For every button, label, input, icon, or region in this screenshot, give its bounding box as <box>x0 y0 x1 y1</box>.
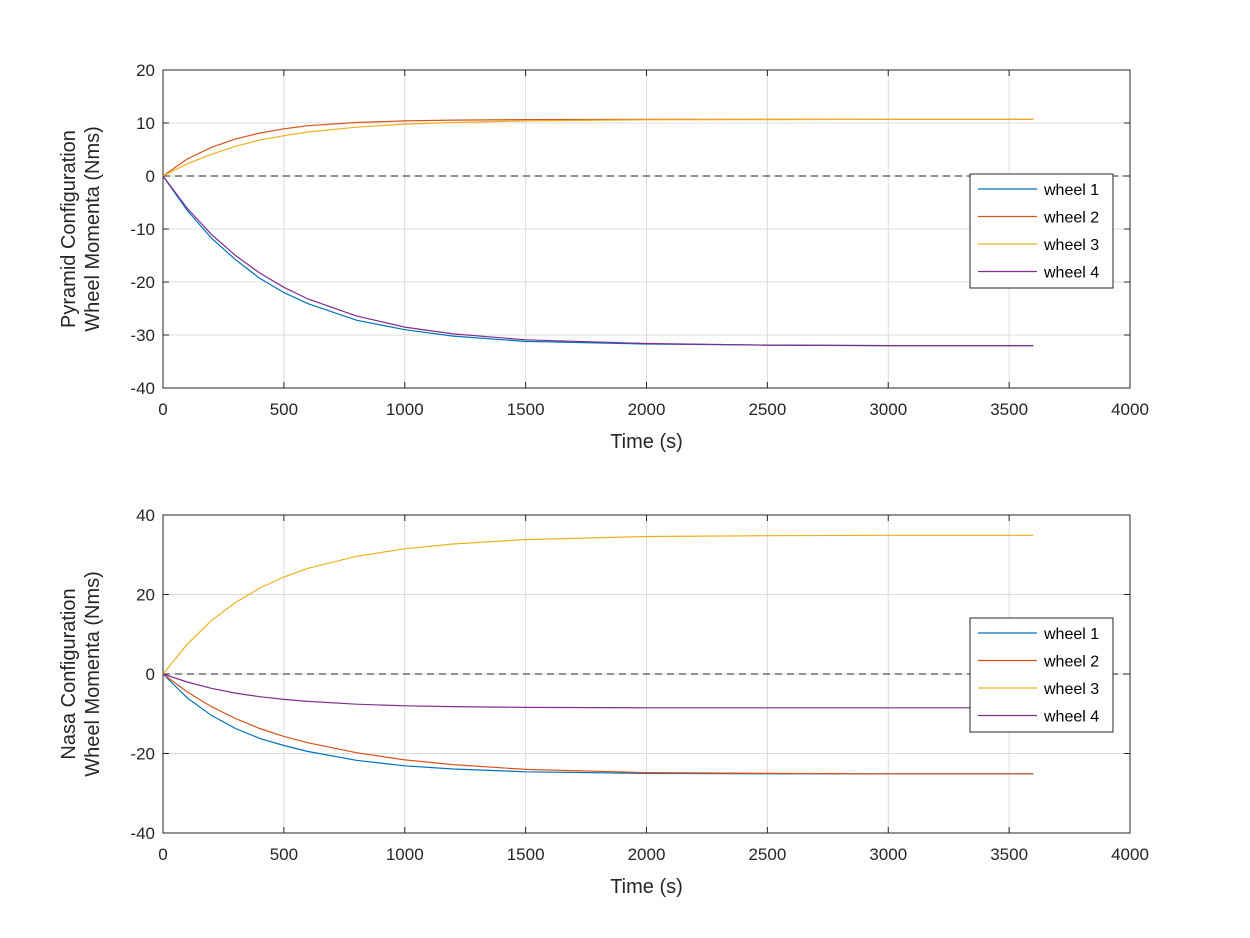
y-tick-label: -40 <box>130 824 155 843</box>
y-tick-label: 20 <box>136 61 155 80</box>
x-tick-label: 3000 <box>869 845 907 864</box>
y-tick-label: -20 <box>130 273 155 292</box>
x-tick-label: 1000 <box>386 845 424 864</box>
y-axis-label-line: Pyramid Configuration <box>58 130 80 328</box>
y-tick-label: -20 <box>130 745 155 764</box>
legend-box <box>969 173 1114 289</box>
x-tick-label: 500 <box>270 400 298 419</box>
x-axis-label: Time (s) <box>610 431 683 453</box>
series-line-wheel-4 <box>162 175 1034 347</box>
x-tick-label: 2500 <box>748 400 786 419</box>
legend-label: wheel 4 <box>1043 709 1099 726</box>
y-tick-label: 0 <box>146 665 155 684</box>
legend-box <box>969 617 1114 733</box>
x-tick-label: 2500 <box>748 845 786 864</box>
y-tick-label: -10 <box>130 220 155 239</box>
series-line-wheel-2 <box>162 673 1034 775</box>
legend: wheel 1 wheel 2 wheel 3 wheel 4 <box>969 173 1114 289</box>
y-axis-label-line: Nasa Configuration <box>58 588 80 759</box>
series-line-wheel-3 <box>162 534 1034 675</box>
y-tick-label: 10 <box>136 114 155 133</box>
y-axis-label: Nasa Configuration Wheel Momenta (Nms) <box>58 571 104 777</box>
x-tick-label: 4000 <box>1111 845 1149 864</box>
x-tick-label: 3000 <box>869 400 907 419</box>
legend: wheel 1 wheel 2 wheel 3 wheel 4 <box>969 617 1114 733</box>
x-tick-label: 0 <box>158 845 167 864</box>
x-tick-label: 2000 <box>628 845 666 864</box>
y-tick-label: 40 <box>136 506 155 525</box>
y-axis-label: Pyramid Configuration Wheel Momenta (Nms) <box>58 126 104 332</box>
y-axis-label-line: Wheel Momenta (Nms) <box>82 571 104 777</box>
legend-label: wheel 1 <box>1043 626 1099 643</box>
x-tick-label: 1500 <box>507 845 545 864</box>
legend-label: wheel 2 <box>1043 654 1099 671</box>
x-tick-label: 3500 <box>990 845 1028 864</box>
legend-label: wheel 1 <box>1043 182 1099 199</box>
legend-label: wheel 4 <box>1043 265 1099 282</box>
top-chart-pyramid-configuration: 0 500 1000 1500 2000 2500 3000 3500 4000 -40 -30 -2… <box>58 61 1149 453</box>
y-tick-label: -40 <box>130 379 155 398</box>
y-axis-label-line: Wheel Momenta (Nms) <box>82 126 104 332</box>
legend-label: wheel 3 <box>1043 681 1099 698</box>
legend-label: wheel 2 <box>1043 210 1099 227</box>
legend-label: wheel 3 <box>1043 237 1099 254</box>
series-line-wheel-4 <box>162 673 1034 709</box>
series-line-wheel-3 <box>162 118 1034 177</box>
x-axis-label: Time (s) <box>610 876 683 898</box>
x-tick-label: 1500 <box>507 400 545 419</box>
x-tick-label: 3500 <box>990 400 1028 419</box>
y-tick-label: 20 <box>136 586 155 605</box>
x-tick-label: 2000 <box>628 400 666 419</box>
x-tick-label: 500 <box>270 845 298 864</box>
y-tick-label: 0 <box>146 167 155 186</box>
x-tick-label: 0 <box>158 400 167 419</box>
x-tick-label: 4000 <box>1111 400 1149 419</box>
bottom-chart-nasa-configuration: 0 500 1000 1500 2000 2500 3000 3500 4000 -40 -20 0 2… <box>58 506 1149 898</box>
x-tick-label: 1000 <box>386 400 424 419</box>
y-tick-label: -30 <box>130 326 155 345</box>
